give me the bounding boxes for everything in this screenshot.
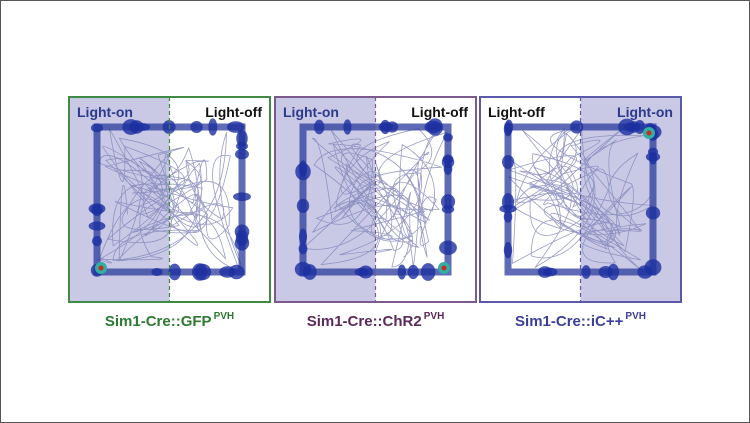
heat-spot (192, 263, 208, 281)
heat-spot (443, 133, 453, 142)
caption: Sim1-Cre::iC++ PVH (515, 311, 646, 330)
panel-border (479, 96, 682, 303)
tracks (302, 128, 449, 268)
heat-spot (226, 121, 245, 133)
heat-spot (397, 264, 407, 280)
heat-spot (236, 142, 248, 151)
heat-spot (234, 224, 250, 239)
heat-spot (219, 266, 236, 278)
caption-superscript: PVH (424, 311, 445, 322)
heat-spot (570, 120, 584, 134)
heat-spot (88, 203, 106, 215)
heat-spot (298, 160, 308, 177)
heat-spot (501, 193, 515, 211)
heat-spot (407, 264, 419, 280)
light-on-shade (275, 97, 376, 302)
heat-spot (637, 265, 653, 279)
heat-spot (502, 154, 514, 170)
heat-spot (168, 263, 181, 281)
heat-spot (598, 265, 613, 279)
heat-spot (296, 198, 310, 213)
left-label: Light-off (488, 104, 545, 120)
heat-spot (386, 121, 399, 133)
heat-spot (88, 221, 106, 231)
heat-spot (441, 205, 455, 214)
heat-spot (503, 121, 513, 137)
caption-text: Sim1-Cre::GFP (105, 313, 212, 330)
heat-spot (151, 267, 163, 277)
caption-text: Sim1-Cre::ChR2 (307, 313, 422, 330)
heat-spot (442, 154, 454, 164)
right-label: Light-off (411, 104, 468, 120)
caption-superscript: PVH (214, 311, 235, 322)
tracks (507, 126, 654, 273)
heat-peak (646, 130, 652, 136)
heat-spot (298, 243, 308, 255)
caption: Sim1-Cre::GFP PVH (105, 311, 234, 330)
heat-spot (537, 266, 553, 278)
heat-spot (190, 121, 203, 133)
heat-spot (235, 149, 249, 160)
heat-spot (208, 118, 218, 136)
heat-spot (233, 192, 251, 202)
heat-spot (298, 228, 308, 245)
heat-spot (343, 119, 352, 135)
heat-spot (354, 267, 369, 277)
heat-spot (90, 123, 104, 133)
right-label: Light-on (617, 104, 673, 120)
heat-spot (624, 122, 636, 132)
heat-peak (441, 265, 447, 271)
heat-spot (122, 119, 140, 135)
heat-spot (133, 122, 151, 132)
heat-spot (443, 163, 453, 175)
heat-spot (427, 118, 443, 136)
tracks (96, 128, 242, 272)
panel-border (274, 96, 477, 303)
left-label: Light-on (283, 104, 339, 120)
panel-border (68, 96, 271, 303)
left-label: Light-on (77, 104, 133, 120)
heat-spot (503, 211, 513, 223)
heat-spot (645, 206, 661, 220)
heat-spot (439, 240, 457, 255)
heat-spot (303, 264, 317, 280)
caption-superscript: PVH (625, 311, 646, 322)
heat-spot (234, 235, 250, 251)
heat-spot (420, 263, 436, 281)
heat-spot (503, 241, 513, 259)
heat-spot (634, 119, 646, 135)
caption-text: Sim1-Cre::iC++ (515, 313, 624, 330)
heat-spot (313, 119, 325, 135)
heat-spot (647, 147, 659, 157)
heat-spot (581, 265, 591, 279)
heat-spot (440, 194, 456, 210)
caption: Sim1-Cre::ChR2 PVH (307, 311, 445, 330)
heat-spot (91, 235, 103, 247)
right-label: Light-off (205, 104, 262, 120)
heat-peak (98, 265, 104, 271)
